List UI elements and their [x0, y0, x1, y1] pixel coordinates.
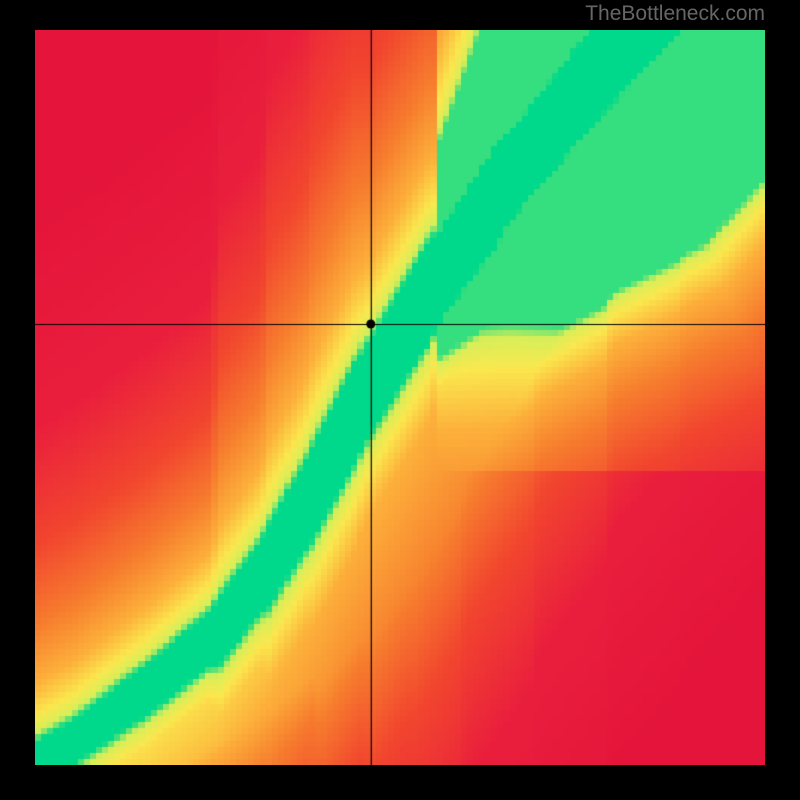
- bottleneck-heatmap: [35, 30, 765, 765]
- watermark-text: TheBottleneck.com: [585, 2, 765, 26]
- chart-container: TheBottleneck.com: [0, 0, 800, 800]
